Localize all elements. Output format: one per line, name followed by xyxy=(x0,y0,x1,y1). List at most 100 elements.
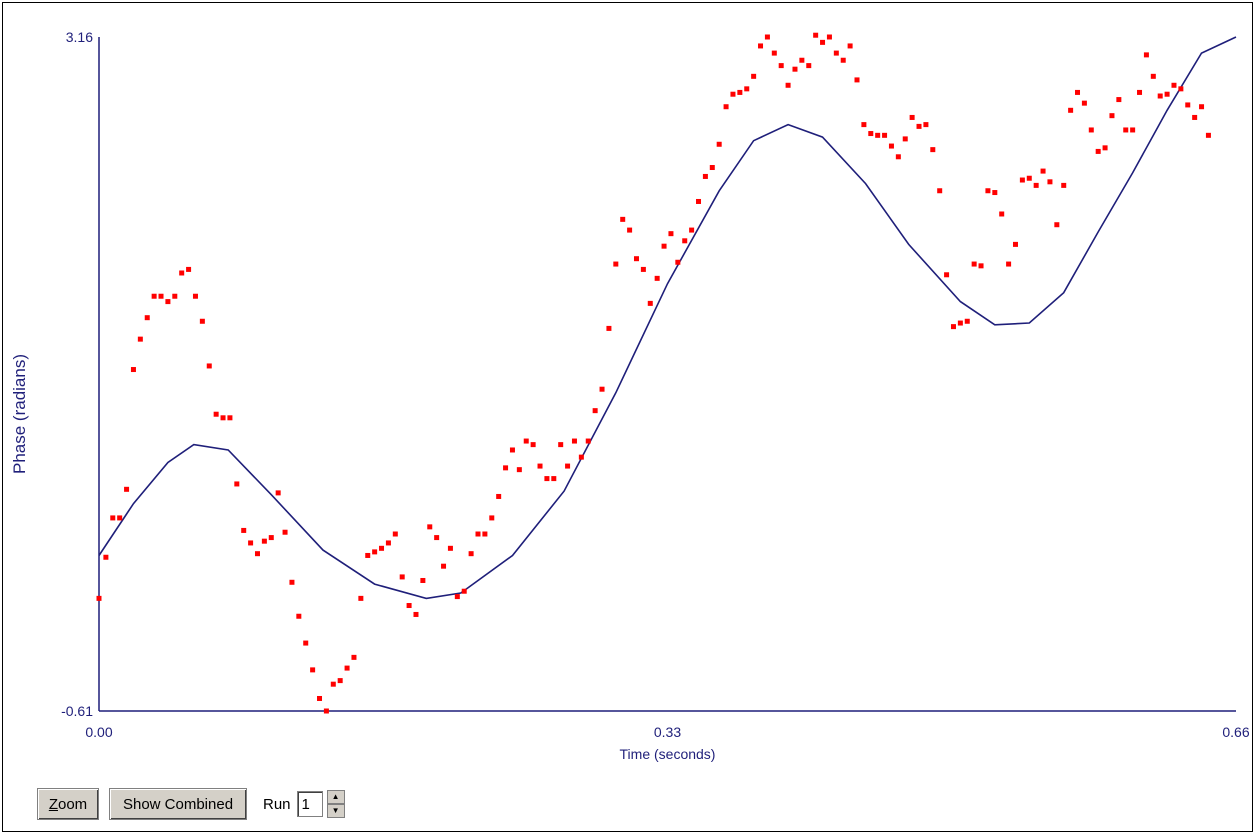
data-point xyxy=(682,238,688,244)
data-point xyxy=(840,57,846,63)
data-point xyxy=(875,132,881,138)
data-point xyxy=(1116,97,1122,103)
axis-text-layer: 0.00 0.33 0.66 -0.61 3.16 Time (seconds) Phase… xyxy=(10,29,1250,762)
data-points-layer xyxy=(96,32,1211,714)
data-point xyxy=(633,256,639,262)
spin-up-icon[interactable]: ▲ xyxy=(326,790,345,804)
data-point xyxy=(1150,73,1156,79)
data-point xyxy=(192,293,198,299)
data-point xyxy=(1157,93,1163,99)
data-point xyxy=(764,34,770,40)
zoom-accelerator: Z xyxy=(48,795,58,813)
data-point xyxy=(771,50,777,56)
data-point xyxy=(110,515,116,521)
data-point xyxy=(399,574,405,580)
data-point xyxy=(565,463,571,469)
data-point xyxy=(585,438,591,444)
data-point xyxy=(124,486,130,492)
data-point xyxy=(482,531,488,537)
data-point xyxy=(1137,89,1143,95)
data-point xyxy=(696,198,702,204)
data-point xyxy=(978,263,984,269)
data-point xyxy=(833,50,839,56)
data-point xyxy=(1130,127,1136,133)
data-point xyxy=(365,552,371,558)
data-point xyxy=(957,320,963,326)
data-point xyxy=(509,447,515,453)
data-point xyxy=(206,363,212,369)
y-tick-label: 3.16 xyxy=(66,29,93,45)
data-point xyxy=(551,476,557,482)
data-point xyxy=(227,415,233,421)
data-point xyxy=(317,695,323,701)
data-point xyxy=(303,640,309,646)
data-point xyxy=(310,667,316,673)
data-point xyxy=(613,261,619,267)
data-point xyxy=(640,266,646,272)
y-axis-title: Phase (radians) xyxy=(10,354,29,474)
data-point xyxy=(1081,100,1087,106)
data-point xyxy=(992,190,998,196)
data-point xyxy=(820,39,826,45)
data-point xyxy=(751,73,757,79)
data-point xyxy=(571,438,577,444)
data-point xyxy=(985,188,991,194)
data-point xyxy=(392,531,398,537)
spin-down-icon[interactable]: ▼ xyxy=(326,804,345,818)
data-point xyxy=(151,293,157,299)
data-point xyxy=(785,82,791,88)
data-point xyxy=(1192,114,1198,120)
data-point xyxy=(420,577,426,583)
data-point xyxy=(558,442,564,448)
data-point xyxy=(882,132,888,138)
data-point xyxy=(1026,175,1032,181)
data-point xyxy=(730,91,736,97)
data-point xyxy=(813,32,819,38)
data-point xyxy=(379,545,385,551)
data-point xyxy=(937,188,943,194)
data-point xyxy=(923,122,929,128)
data-point xyxy=(199,318,205,324)
data-point xyxy=(489,515,495,521)
data-point xyxy=(344,665,350,671)
data-point xyxy=(213,411,219,417)
data-point xyxy=(758,43,764,49)
data-point xyxy=(1061,182,1067,188)
data-point xyxy=(689,227,695,233)
data-point xyxy=(406,603,412,609)
data-point xyxy=(186,266,192,272)
data-point xyxy=(330,681,336,687)
data-point xyxy=(1109,113,1115,119)
data-point xyxy=(847,43,853,49)
x-tick-label: 0.33 xyxy=(654,724,681,740)
data-point xyxy=(434,535,440,541)
data-point xyxy=(723,104,729,110)
data-point xyxy=(1012,241,1018,247)
data-point xyxy=(275,490,281,496)
run-number-input[interactable] xyxy=(296,791,323,817)
data-point xyxy=(1143,52,1149,58)
axes xyxy=(98,37,1236,712)
data-point xyxy=(179,270,185,276)
data-point xyxy=(668,231,674,237)
data-point xyxy=(1102,145,1108,151)
data-point xyxy=(716,141,722,147)
data-point xyxy=(709,165,715,171)
data-point xyxy=(413,611,419,617)
data-point xyxy=(282,529,288,535)
data-point xyxy=(675,259,681,265)
data-point xyxy=(592,408,598,414)
data-point xyxy=(165,299,171,305)
data-point xyxy=(1088,127,1094,133)
data-point xyxy=(1164,91,1170,97)
data-point xyxy=(895,154,901,160)
data-point xyxy=(441,563,447,569)
data-point xyxy=(1199,104,1205,110)
show-combined-button[interactable]: Show Combined xyxy=(109,788,247,820)
data-point xyxy=(1075,89,1081,95)
data-point xyxy=(1033,182,1039,188)
data-point xyxy=(1040,168,1046,174)
